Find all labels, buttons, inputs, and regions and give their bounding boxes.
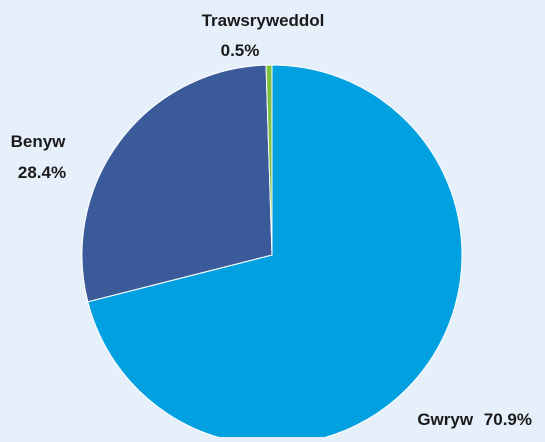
slice-label-benyw-name: Benyw xyxy=(11,132,67,151)
slice-label-gwryw: Gwryw 70.9% xyxy=(417,410,532,429)
slice-label-gwryw-name: Gwryw xyxy=(417,410,474,429)
slice-label-trawsryweddol-name: Trawsryweddol xyxy=(202,11,325,30)
pie-slice-trawsryweddol xyxy=(265,64,273,256)
pie-slice-benyw xyxy=(81,64,273,303)
pie-slice-gwryw xyxy=(87,64,463,442)
slice-label-benyw-value: 28.4% xyxy=(18,163,66,182)
slice-label-trawsryweddol-value: 0.5% xyxy=(221,41,260,60)
pie-slices xyxy=(81,64,463,442)
slice-label-gwryw-value: 70.9% xyxy=(484,410,532,429)
